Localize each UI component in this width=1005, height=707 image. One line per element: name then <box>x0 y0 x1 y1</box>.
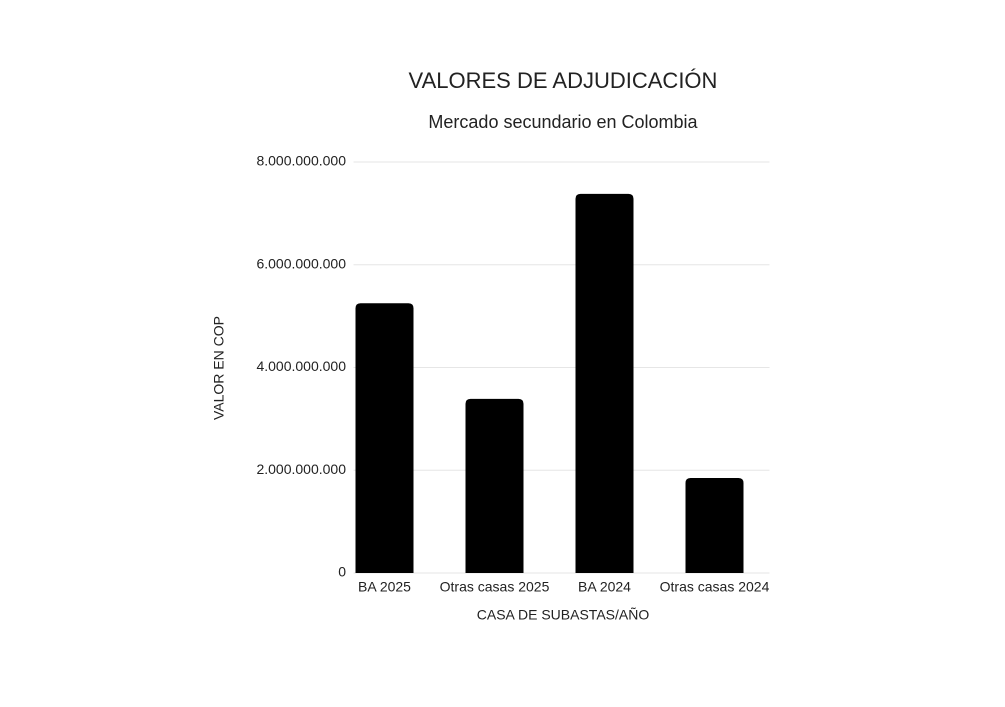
x-tick-label: BA 2025 <box>358 579 411 595</box>
y-axis-title: VALOR EN COP <box>211 316 227 420</box>
x-axis-title: CASA DE SUBASTAS/AÑO <box>477 607 650 623</box>
y-tick-label: 6.000.000.000 <box>256 255 346 271</box>
y-tick-label: 4.000.000.000 <box>256 358 346 374</box>
y-tick-label: 2.000.000.000 <box>256 461 346 477</box>
y-tick-label: 0 <box>338 564 346 580</box>
chart-subtitle: Mercado secundario en Colombia <box>428 112 698 132</box>
x-tick-label: Otras casas 2024 <box>660 579 770 595</box>
bar <box>465 398 524 573</box>
y-tick-label: 8.000.000.000 <box>256 153 346 169</box>
x-tick-label: Otras casas 2025 <box>440 579 550 595</box>
x-tick-label: BA 2024 <box>578 579 631 595</box>
bar <box>575 193 634 574</box>
chart-title: VALORES DE ADJUDICACIÓN <box>409 68 718 93</box>
bar <box>355 303 414 573</box>
bar <box>685 477 744 573</box>
